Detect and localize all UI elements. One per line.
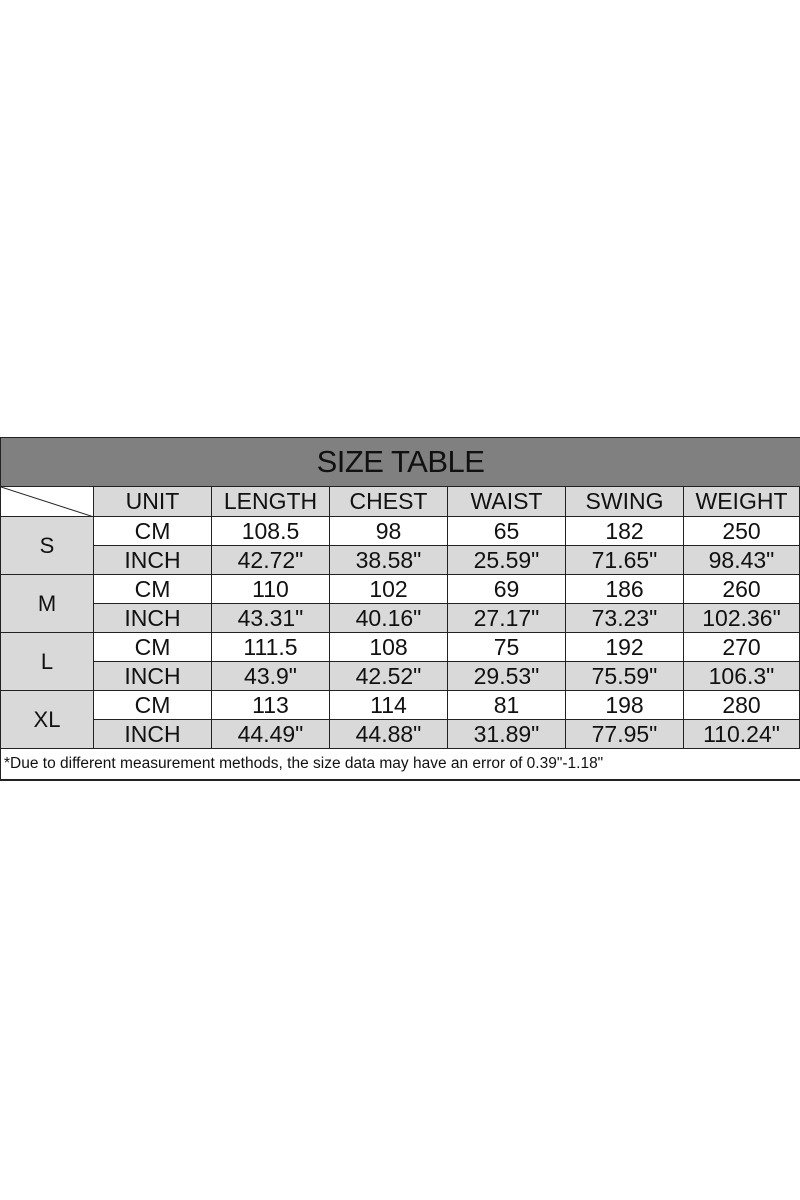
cm-cell: 114 [330,691,448,720]
cm-cell: 260 [684,575,800,604]
header-weight: WEIGHT [684,487,800,517]
inch-cell: 44.88" [330,720,448,749]
inch-cell: 77.95" [566,720,684,749]
cm-cell: 198 [566,691,684,720]
table-grid: UNIT LENGTH CHEST WAIST SWING WEIGHT S CM 108.5 9… [1,487,800,749]
inch-cell: 73.23" [566,604,684,633]
cm-cell: 102 [330,575,448,604]
header-waist: WAIST [448,487,566,517]
cm-cell: 192 [566,633,684,662]
inch-cell: 29.53" [448,662,566,691]
header-length: LENGTH [212,487,330,517]
inch-cell: 43.31" [212,604,330,633]
cm-cell: 110 [212,575,330,604]
size-label: XL [1,691,94,749]
table-title: SIZE TABLE [1,438,800,487]
cm-cell: 250 [684,517,800,546]
cm-cell: 113 [212,691,330,720]
cm-cell: 280 [684,691,800,720]
inch-cell: INCH [94,604,212,633]
inch-cell: INCH [94,662,212,691]
inch-cell: 98.43" [684,546,800,575]
size-label: S [1,517,94,575]
inch-cell: 102.36" [684,604,800,633]
cm-cell: 182 [566,517,684,546]
cm-cell: 65 [448,517,566,546]
footnote: *Due to different measurement methods, t… [1,749,800,780]
cm-cell: 186 [566,575,684,604]
inch-cell: INCH [94,546,212,575]
cm-cell: CM [94,517,212,546]
inch-cell: 38.58" [330,546,448,575]
size-label: L [1,633,94,691]
cm-cell: CM [94,633,212,662]
size-label: M [1,575,94,633]
cm-cell: 108 [330,633,448,662]
cm-cell: CM [94,691,212,720]
header-unit: UNIT [94,487,212,517]
diagonal-line [1,487,94,517]
inch-cell: 42.52" [330,662,448,691]
inch-cell: 31.89" [448,720,566,749]
inch-cell: 71.65" [566,546,684,575]
header-swing: SWING [566,487,684,517]
size-table: SIZE TABLE UNIT LENGTH CHEST WAIST SWING WEIG… [0,437,800,781]
inch-cell: 75.59" [566,662,684,691]
cm-cell: 81 [448,691,566,720]
cm-cell: 75 [448,633,566,662]
cm-cell: 98 [330,517,448,546]
inch-cell: 40.16" [330,604,448,633]
inch-cell: 106.3" [684,662,800,691]
cm-cell: 270 [684,633,800,662]
cm-cell: CM [94,575,212,604]
cm-cell: 111.5 [212,633,330,662]
cm-cell: 108.5 [212,517,330,546]
inch-cell: 42.72" [212,546,330,575]
inch-cell: 25.59" [448,546,566,575]
corner-cell [1,487,94,517]
inch-cell: 27.17" [448,604,566,633]
inch-cell: 110.24" [684,720,800,749]
cm-cell: 69 [448,575,566,604]
inch-cell: 43.9" [212,662,330,691]
inch-cell: INCH [94,720,212,749]
inch-cell: 44.49" [212,720,330,749]
header-chest: CHEST [330,487,448,517]
